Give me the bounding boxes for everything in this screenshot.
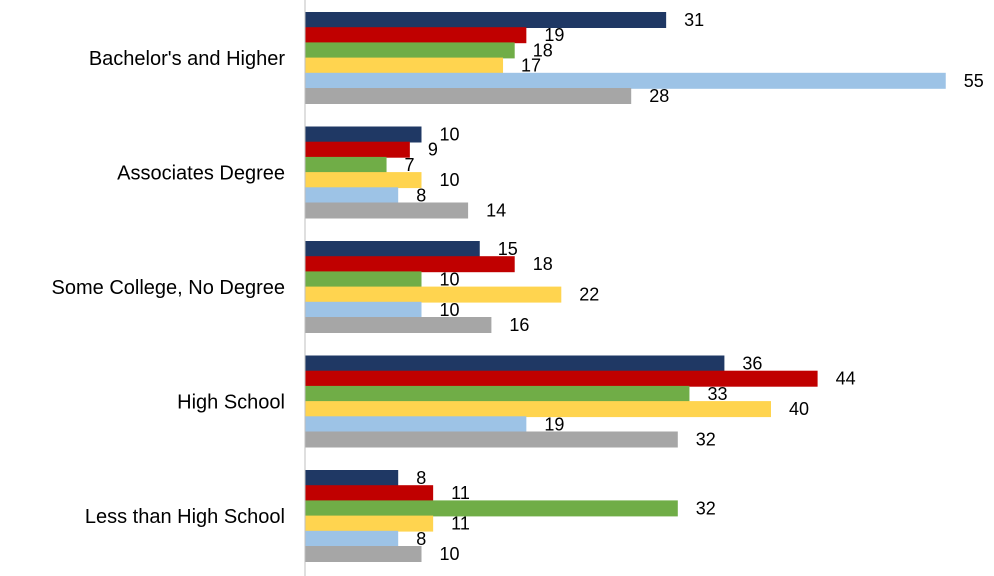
value-label-associates-degree-series-2: 9 (428, 140, 438, 160)
bar-associates-degree-series-5 (305, 187, 399, 204)
value-label-some-college-no-degree-series-3: 10 (440, 269, 460, 289)
bar-some-college-no-degree-series-1 (305, 241, 480, 257)
bar-high-school-series-5 (305, 416, 527, 433)
value-label-less-than-high-school-series-2: 11 (451, 483, 470, 503)
value-label-high-school-series-1: 36 (742, 354, 762, 374)
value-label-bachelor-s-and-higher-series-2: 19 (544, 25, 564, 45)
bar-bachelor-s-and-higher-series-6 (305, 88, 632, 104)
value-label-some-college-no-degree-series-6: 16 (509, 315, 529, 335)
value-label-high-school-series-4: 40 (789, 399, 809, 419)
bar-some-college-no-degree-series-5 (305, 301, 422, 318)
bar-less-than-high-school-series-3 (305, 500, 678, 517)
value-label-less-than-high-school-series-3: 32 (696, 498, 716, 518)
bar-less-than-high-school-series-5 (305, 530, 399, 547)
bar-associates-degree-series-3 (305, 156, 387, 173)
bar-associates-degree-series-2 (305, 141, 410, 158)
value-label-some-college-no-degree-series-2: 18 (533, 254, 553, 274)
value-label-high-school-series-2: 44 (836, 369, 856, 389)
category-label-bachelor-s-and-higher: Bachelor's and Higher (89, 48, 285, 70)
value-label-bachelor-s-and-higher-series-4: 17 (521, 56, 541, 76)
bar-associates-degree-series-4 (305, 172, 422, 189)
bar-some-college-no-degree-series-4 (305, 286, 562, 303)
bar-high-school-series-2 (305, 370, 818, 387)
bar-less-than-high-school-series-4 (305, 515, 434, 532)
bar-bachelor-s-and-higher-series-1 (305, 12, 667, 28)
value-label-bachelor-s-and-higher-series-5: 55 (964, 71, 984, 91)
value-label-some-college-no-degree-series-1: 15 (498, 239, 518, 259)
bar-high-school-series-6 (305, 431, 678, 448)
bar-some-college-no-degree-series-2 (305, 256, 515, 273)
bar-bachelor-s-and-higher-series-5 (305, 72, 946, 89)
value-label-less-than-high-school-series-1: 8 (416, 468, 426, 488)
value-labels-group: 3119181755281097108141518102210163644334… (405, 10, 984, 564)
bar-less-than-high-school-series-2 (305, 485, 434, 502)
value-label-less-than-high-school-series-6: 10 (440, 544, 460, 564)
bars-group (305, 12, 946, 562)
category-labels-group: Bachelor's and Higher Associates Degree So… (52, 48, 286, 528)
value-label-less-than-high-school-series-4: 11 (451, 514, 470, 534)
value-label-bachelor-s-and-higher-series-3: 18 (533, 40, 553, 60)
value-label-associates-degree-series-3: 7 (405, 155, 415, 175)
category-label-high-school: High School (177, 391, 285, 413)
value-label-some-college-no-degree-series-5: 10 (440, 300, 460, 320)
category-label-associates-degree: Associates Degree (117, 162, 285, 184)
value-label-associates-degree-series-5: 8 (416, 185, 426, 205)
bar-high-school-series-3 (305, 385, 690, 402)
bar-associates-degree-series-1 (305, 126, 422, 143)
bar-bachelor-s-and-higher-series-3 (305, 42, 515, 59)
value-label-associates-degree-series-4: 10 (440, 170, 460, 190)
value-label-associates-degree-series-1: 10 (440, 125, 460, 145)
bar-bachelor-s-and-higher-series-4 (305, 57, 504, 74)
value-label-some-college-no-degree-series-4: 22 (579, 285, 599, 305)
value-label-less-than-high-school-series-5: 8 (416, 529, 426, 549)
bar-some-college-no-degree-series-6 (305, 317, 492, 333)
category-label-less-than-high-school: Less than High School (85, 506, 285, 528)
value-label-high-school-series-5: 19 (544, 414, 564, 434)
bar-less-than-high-school-series-6 (305, 546, 422, 562)
bar-bachelor-s-and-higher-series-2 (305, 27, 527, 44)
bar-high-school-series-4 (305, 401, 771, 418)
bar-less-than-high-school-series-1 (305, 470, 399, 486)
bar-some-college-no-degree-series-3 (305, 271, 422, 288)
value-label-high-school-series-6: 32 (696, 430, 716, 450)
category-label-some-college-no-degree: Some College, No Degree (52, 277, 285, 299)
bar-high-school-series-1 (305, 355, 725, 372)
value-label-bachelor-s-and-higher-series-1: 31 (684, 10, 704, 30)
value-label-high-school-series-3: 33 (707, 384, 727, 404)
value-label-associates-degree-series-6: 14 (486, 201, 506, 221)
bar-associates-degree-series-6 (305, 202, 469, 219)
value-label-bachelor-s-and-higher-series-6: 28 (649, 86, 669, 106)
